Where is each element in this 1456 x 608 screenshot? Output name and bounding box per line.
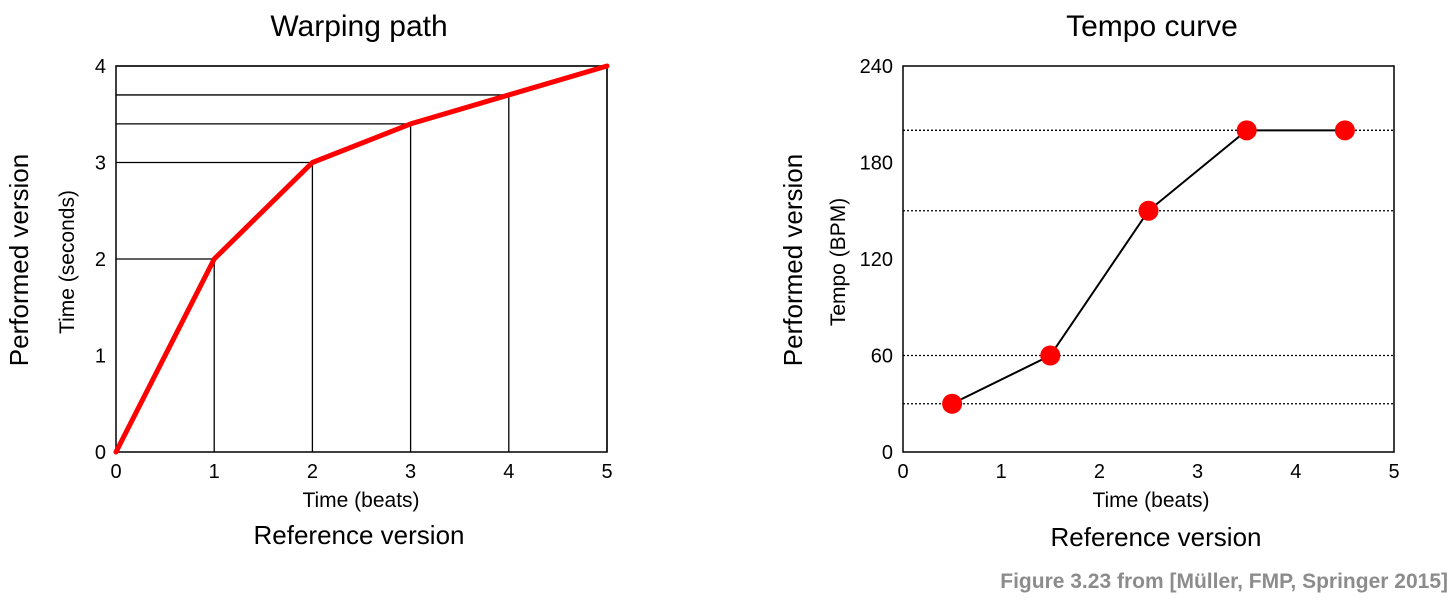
tempo-point (1138, 200, 1159, 221)
x-tick-label: 4 (503, 461, 514, 483)
x-tick-labels: 0 1 2 3 4 5 (897, 461, 1399, 483)
y-axis-superlabel: Performed version (778, 154, 808, 366)
y-tick-label: 1 (95, 346, 106, 368)
y-tick-label: 0 (95, 442, 106, 464)
y-tick-label: 4 (95, 56, 106, 78)
x-tick-label: 5 (1388, 461, 1399, 483)
y-axis-label: Tempo (BPM) (827, 198, 850, 326)
x-axis-superlabel: Reference version (254, 520, 465, 550)
x-axis-superlabel: Reference version (1051, 522, 1262, 552)
x-tick-label: 3 (1192, 461, 1203, 483)
series (942, 120, 1355, 414)
y-tick-label: 60 (871, 346, 893, 368)
warping-path-chart: Warping path 0 1 2 3 4 5 0 1 2 3 4 Time (beats) R… (4, 10, 613, 550)
y-tick-label: 240 (860, 56, 893, 78)
chart-title: Tempo curve (1066, 10, 1238, 43)
tempo-point (1040, 345, 1061, 366)
tempo-point (1334, 120, 1355, 141)
figure-caption: Figure 3.23 from [Müller, FMP, Springer … (1000, 570, 1448, 593)
tempo-point (1236, 120, 1257, 141)
y-tick-label: 0 (882, 442, 893, 464)
y-tick-label: 180 (860, 153, 893, 175)
x-tick-labels: 0 1 2 3 4 5 (110, 461, 612, 483)
x-tick-label: 0 (110, 461, 121, 483)
y-axis-label: Time (seconds) (56, 190, 79, 334)
x-tick-label: 1 (996, 461, 1007, 483)
x-tick-label: 3 (405, 461, 416, 483)
plot-frame (902, 65, 1395, 453)
y-tick-label: 120 (860, 249, 893, 271)
tempo-point (942, 393, 963, 414)
y-tick-labels: 0 1 2 3 4 (95, 56, 106, 464)
x-axis-label: Time (beats) (1092, 489, 1209, 512)
guide-lines (116, 65, 608, 452)
chart-title: Warping path (270, 10, 447, 43)
x-tick-label: 4 (1290, 461, 1301, 483)
y-tick-label: 3 (95, 153, 106, 175)
y-tick-label: 2 (95, 249, 106, 271)
y-axis-superlabel: Performed version (4, 154, 34, 366)
y-tick-labels: 0 60 120 180 240 (860, 56, 893, 464)
series (113, 63, 610, 455)
x-tick-label: 5 (601, 461, 612, 483)
x-tick-label: 2 (307, 461, 318, 483)
x-tick-label: 1 (209, 461, 220, 483)
x-tick-label: 0 (897, 461, 908, 483)
warping-path-line (113, 63, 610, 455)
x-tick-label: 2 (1094, 461, 1105, 483)
tempo-curve-line (951, 129, 1345, 405)
dotted-reference-lines (903, 129, 1394, 405)
tempo-curve-chart: Tempo curve 0 1 2 3 4 5 0 60 120 180 240 Time (be… (778, 10, 1400, 552)
x-axis-label: Time (beats) (302, 489, 419, 512)
